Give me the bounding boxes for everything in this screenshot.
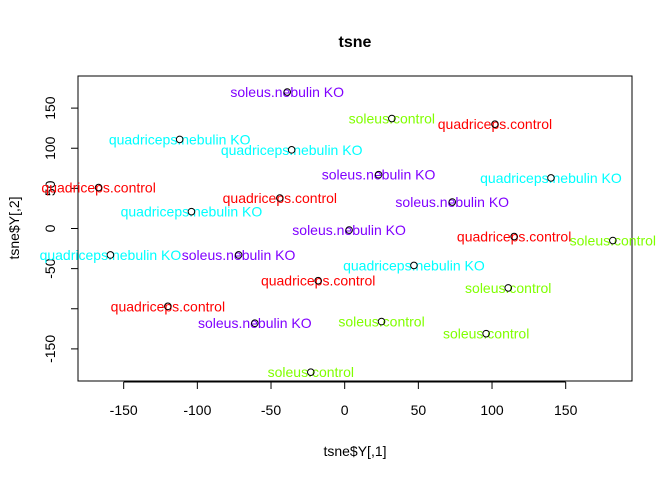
y-axis-label: tsne$Y[,2] <box>6 196 22 259</box>
y-axis: -150 -50 0 50 100 150 <box>42 96 79 363</box>
point-label: quadriceps.control <box>438 116 552 132</box>
data-point <box>377 317 386 326</box>
point-label: quadriceps.control <box>111 298 225 314</box>
x-tick-label: -150 <box>110 402 138 418</box>
x-tick-label: 150 <box>554 402 578 418</box>
point-label: soleus.nebulin KO <box>198 315 312 331</box>
point-label: soleus.control <box>338 314 424 330</box>
point-label: soleus.control <box>268 364 354 380</box>
data-point <box>510 232 518 241</box>
data-point <box>283 88 292 96</box>
x-tick-label: 50 <box>411 402 427 418</box>
point-label: soleus.control <box>443 326 529 342</box>
point-label: soleus.nebulin KO <box>292 222 406 238</box>
data-point <box>276 194 284 202</box>
point-label: soleus.control <box>349 111 435 127</box>
y-tick-label: 150 <box>42 96 58 120</box>
point-label: soleus.nebulin KO <box>182 247 296 263</box>
data-point <box>106 251 115 259</box>
x-tick-label: 100 <box>480 402 504 418</box>
x-tick-label: -100 <box>183 402 211 418</box>
point-label: quadriceps.nebulin KO <box>109 131 251 147</box>
data-point <box>504 284 513 292</box>
data-point <box>187 207 196 216</box>
x-tick-label: 0 <box>341 402 349 418</box>
point-label: quadriceps.nebulin KO <box>40 247 182 263</box>
data-point <box>491 120 499 128</box>
data-point <box>448 198 457 206</box>
point-label: soleus.control <box>570 233 656 249</box>
data-point <box>314 276 322 285</box>
point-label: quadriceps.nebulin KO <box>121 204 263 220</box>
point-label: quadriceps.control <box>457 229 571 245</box>
data-point <box>175 135 184 144</box>
data-point <box>374 170 383 179</box>
data-point <box>164 302 172 311</box>
data-point <box>234 251 243 259</box>
y-tick-label: 0 <box>42 224 58 232</box>
x-axis-label: tsne$Y[,1] <box>323 443 386 459</box>
point-label: soleus.nebulin KO <box>395 194 509 210</box>
data-point <box>251 319 259 328</box>
y-tick-label: -150 <box>42 335 58 363</box>
y-tick-label: 100 <box>42 136 58 160</box>
point-label: quadriceps.nebulin KO <box>221 142 363 158</box>
point-label: soleus.control <box>465 280 551 296</box>
data-point <box>482 329 490 338</box>
data-point <box>609 236 617 245</box>
data-point <box>345 226 353 234</box>
data-points <box>94 88 617 376</box>
data-point <box>94 183 103 192</box>
point-label: quadriceps.nebulin KO <box>343 257 485 273</box>
data-point <box>547 174 555 182</box>
y-tick-label: 50 <box>42 180 58 196</box>
data-point <box>410 261 418 270</box>
data-point <box>388 114 396 123</box>
chart-title: tsne <box>339 34 372 51</box>
point-label: soleus.nebulin KO <box>230 84 344 100</box>
x-tick-label: -50 <box>261 402 281 418</box>
data-point <box>287 146 296 154</box>
y-tick-label: -50 <box>42 258 58 278</box>
data-point <box>306 368 315 376</box>
point-label: quadriceps.control <box>261 273 375 289</box>
point-label: quadriceps.nebulin KO <box>480 170 622 186</box>
x-axis: -150 -100 -50 0 50 100 150 <box>110 381 578 418</box>
point-label: soleus.nebulin KO <box>322 167 436 183</box>
point-label: quadriceps.control <box>41 180 155 196</box>
point-label: quadriceps.control <box>223 190 337 206</box>
